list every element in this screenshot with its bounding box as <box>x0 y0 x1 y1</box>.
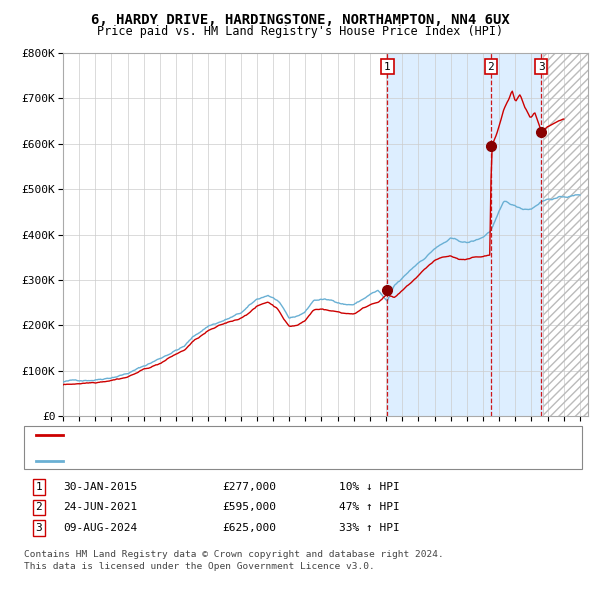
Text: 47% ↑ HPI: 47% ↑ HPI <box>339 503 400 512</box>
Text: £625,000: £625,000 <box>222 523 276 533</box>
Text: 6, HARDY DRIVE, HARDINGSTONE, NORTHAMPTON, NN4 6UX (detached house): 6, HARDY DRIVE, HARDINGSTONE, NORTHAMPTO… <box>66 430 485 440</box>
Text: 2: 2 <box>487 62 494 72</box>
Bar <box>388 53 543 416</box>
Text: 3: 3 <box>35 523 43 533</box>
Text: 30-JAN-2015: 30-JAN-2015 <box>63 482 137 491</box>
Bar <box>543 53 588 416</box>
Text: This data is licensed under the Open Government Licence v3.0.: This data is licensed under the Open Gov… <box>24 562 375 571</box>
Text: 3: 3 <box>538 62 545 72</box>
Text: 10% ↓ HPI: 10% ↓ HPI <box>339 482 400 491</box>
Text: 1: 1 <box>35 482 43 491</box>
Text: 1: 1 <box>384 62 391 72</box>
Text: Price paid vs. HM Land Registry's House Price Index (HPI): Price paid vs. HM Land Registry's House … <box>97 25 503 38</box>
Text: Contains HM Land Registry data © Crown copyright and database right 2024.: Contains HM Land Registry data © Crown c… <box>24 550 444 559</box>
Text: £595,000: £595,000 <box>222 503 276 512</box>
Bar <box>543 53 588 416</box>
Text: 24-JUN-2021: 24-JUN-2021 <box>63 503 137 512</box>
Text: HPI: Average price, detached house, West Northamptonshire: HPI: Average price, detached house, West… <box>66 456 422 466</box>
Text: 09-AUG-2024: 09-AUG-2024 <box>63 523 137 533</box>
Text: 2: 2 <box>35 503 43 512</box>
Text: 33% ↑ HPI: 33% ↑ HPI <box>339 523 400 533</box>
Text: £277,000: £277,000 <box>222 482 276 491</box>
Text: 6, HARDY DRIVE, HARDINGSTONE, NORTHAMPTON, NN4 6UX: 6, HARDY DRIVE, HARDINGSTONE, NORTHAMPTO… <box>91 13 509 27</box>
